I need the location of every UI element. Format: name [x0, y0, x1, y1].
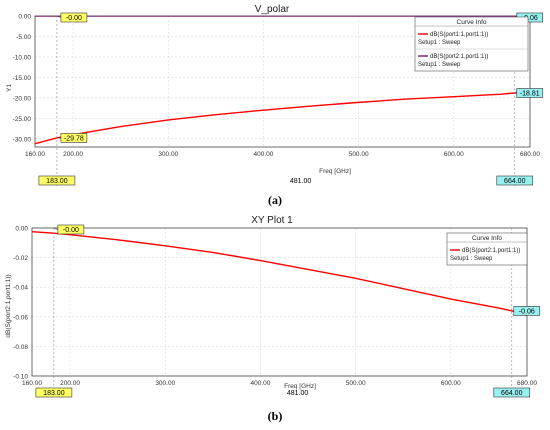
- chart-b-caption: (b): [268, 409, 283, 423]
- legend-entry: dB(S(port2:1,port1:1)): [462, 248, 520, 254]
- marker-box[interactable]: [60, 12, 88, 23]
- y-tick-label: -15.00: [13, 75, 32, 82]
- y-tick-label: -5.00: [16, 34, 31, 41]
- x-tick-label: 600.00: [441, 380, 461, 387]
- x-tick-label: 680.00: [520, 151, 540, 158]
- marker-label: -0.06: [519, 308, 535, 315]
- cursor-left-box[interactable]: [38, 175, 76, 186]
- y-tick-label: -10.00: [13, 54, 32, 61]
- y-tick-label: -0.06: [13, 314, 28, 321]
- y-tick-label: 0.00: [15, 226, 28, 233]
- y-tick-label: -30.00: [13, 136, 32, 143]
- legend-title: Curve Info: [457, 19, 487, 26]
- marker-box[interactable]: [516, 88, 544, 98]
- y-tick-label: -0.10: [13, 374, 28, 381]
- chart-b-ylabel: dB(S(port2:1,port1:1)): [5, 274, 12, 337]
- chart-a-legend: Curve Info dB(S(port1:1,port1:1)) Setup1 :…: [414, 16, 529, 72]
- cursor-right-value: 664.00: [501, 390, 523, 397]
- marker-label: -0.06: [522, 15, 538, 22]
- x-tick-label: 400.00: [251, 380, 271, 387]
- cursor-right-box[interactable]: [493, 387, 531, 398]
- y-tick-label: 0.00: [18, 14, 31, 21]
- chart-b-plot-area: [31, 227, 528, 377]
- chart-b-y-ticks: 0.00 -0.02 -0.04 -0.06 -0.08 -0.10: [13, 226, 28, 381]
- x-tick-label: 500.00: [346, 380, 366, 387]
- chart-b-xlabel: Freq [GHz]: [284, 383, 316, 390]
- x-tick-label: 160.00: [22, 380, 42, 387]
- marker-box[interactable]: [57, 224, 85, 235]
- x-tick-label: 600.00: [444, 151, 464, 158]
- y-tick-label: -20.00: [13, 95, 32, 102]
- marker-label: -18.81: [520, 91, 540, 98]
- x-tick-label: 200.00: [60, 380, 80, 387]
- cursor-right-box[interactable]: [496, 175, 534, 186]
- chart-b-x-ticks: 160.00 200.00 300.00 400.00 500.00 600.00 680.…: [22, 380, 537, 387]
- x-tick-label: 300.00: [155, 380, 175, 387]
- x-tick-label: 400.00: [254, 151, 274, 158]
- chart-a-y-ticks: 0.00 -5.00 -10.00 -15.00 -20.00 -25.00 -30.00: [13, 14, 32, 144]
- panel-b: XY Plot 1 dB(S(port2:1,port1:1)) Freq [G…: [5, 215, 541, 423]
- chart-a-title: V_polar: [255, 4, 290, 15]
- cursor-right-value: 664.00: [504, 178, 526, 185]
- chart-b-title: XY Plot 1: [251, 215, 293, 226]
- legend-entry: dB(S(port2:1,port1:1)): [430, 54, 488, 60]
- x-tick-label: 500.00: [349, 151, 369, 158]
- marker-box[interactable]: [513, 306, 541, 316]
- cursor-mid-value: 481.00: [287, 390, 309, 397]
- chart-b-series: [31, 231, 528, 316]
- x-tick-label: 680.00: [517, 380, 537, 387]
- chart-a-ylabel: Y1: [6, 84, 13, 92]
- chart-a-x-ticks: 160.00 200.00 300.00 400.00 500.00 600.00 680.…: [25, 151, 540, 158]
- y-tick-label: -0.08: [13, 344, 28, 351]
- marker-pointer: [56, 15, 61, 18]
- y-tick-label: -0.02: [13, 255, 28, 262]
- marker-label: -29.78: [64, 135, 84, 142]
- cursor-left-box[interactable]: [35, 387, 73, 398]
- chart-a-cursors[interactable]: 183.00 664.00 481.00: [38, 16, 534, 186]
- chart-a-xlabel: Freq [GHz]: [319, 168, 351, 175]
- chart-a-markers[interactable]: -0.00 -29.78 -0.06 -18.81: [56, 12, 544, 143]
- cursor-left-value: 183.00: [46, 178, 68, 185]
- x-tick-label: 200.00: [63, 151, 83, 158]
- chart-b-legend: Curve Info dB(S(port2:1,port1:1)) Setup1 :…: [446, 232, 528, 266]
- legend-entry: dB(S(port1:1,port1:1)): [430, 32, 488, 38]
- marker-label: -0.00: [63, 227, 79, 234]
- cursor-mid-value: 481.00: [290, 178, 312, 185]
- y-tick-label: -25.00: [13, 116, 32, 123]
- legend-title: Curve Info: [472, 235, 502, 242]
- chart-b-markers[interactable]: -0.00 -0.06: [53, 224, 541, 316]
- legend-entry-setup: Setup1 : Sweep: [450, 256, 493, 262]
- cursor-left-value: 183.00: [43, 390, 65, 397]
- chart-b-cursors[interactable]: 183.00 664.00 481.00: [35, 228, 531, 398]
- x-tick-label: 160.00: [25, 151, 45, 158]
- marker-box[interactable]: [60, 133, 88, 143]
- y-tick-label: -0.04: [13, 285, 28, 292]
- legend-box: [446, 232, 528, 266]
- marker-label: -0.00: [66, 15, 82, 22]
- panel-a: V_polar Y1 Freq [GHz] 0.00 -5.00 -10.00 -15…: [6, 4, 544, 207]
- series-line: [31, 231, 528, 316]
- chart-a-caption: (a): [268, 193, 282, 207]
- legend-entry-setup: Setup1 : Sweep: [418, 62, 461, 68]
- marker-pointer: [53, 227, 58, 230]
- legend-entry-setup: Setup1 : Sweep: [418, 40, 461, 46]
- x-tick-label: 300.00: [158, 151, 178, 158]
